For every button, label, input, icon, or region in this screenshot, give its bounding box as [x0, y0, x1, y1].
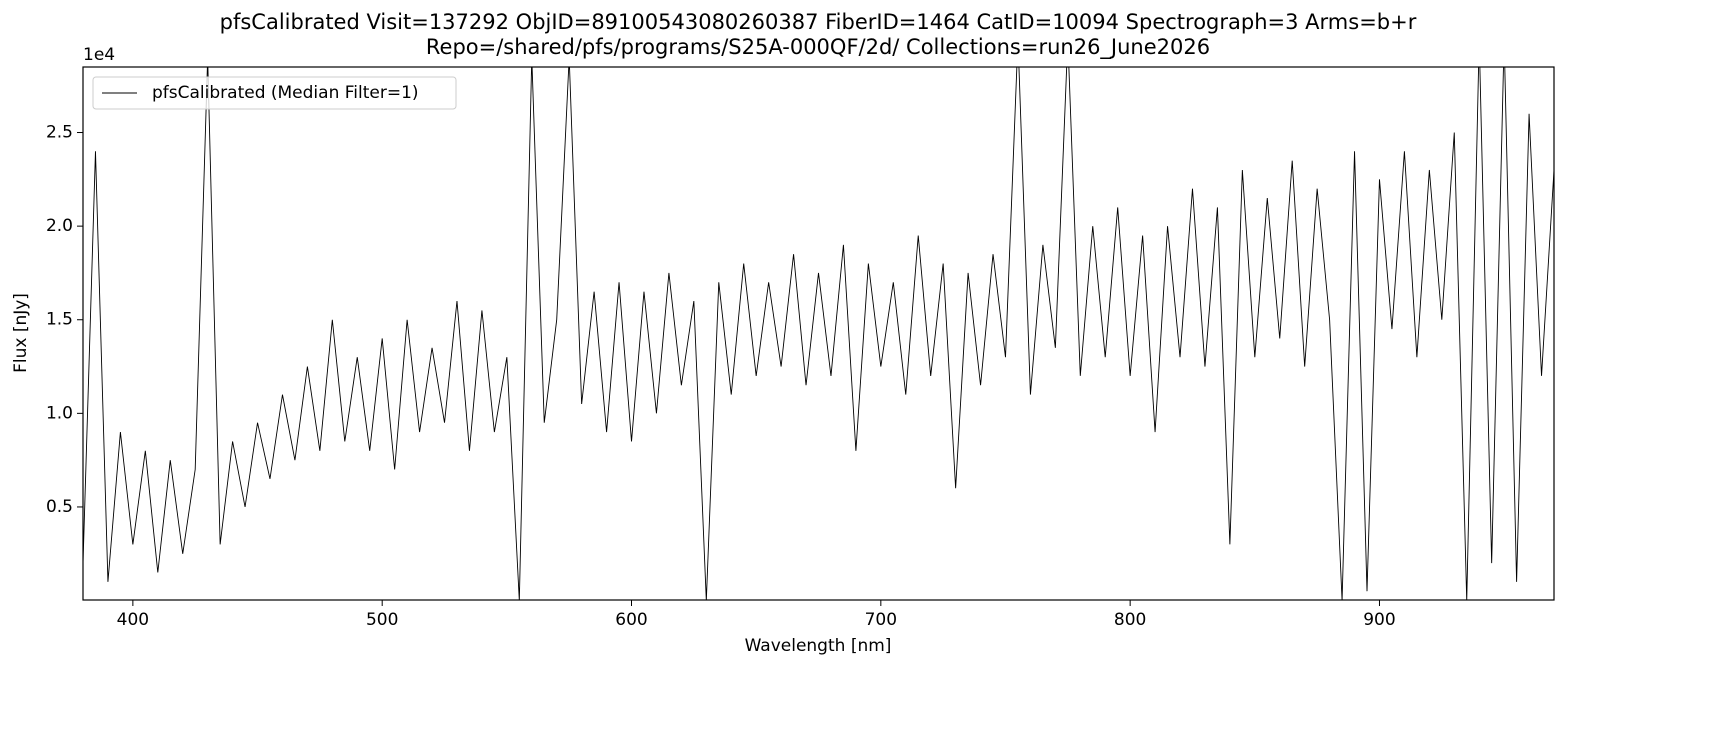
- legend: pfsCalibrated (Median Filter=1): [92, 76, 457, 110]
- x-tick-label: 700: [865, 610, 897, 630]
- plot-frame: [82, 66, 1555, 601]
- chart-title: pfsCalibrated Visit=137292 ObjID=8910054…: [220, 10, 1417, 34]
- y-tick-label: 2.0: [46, 216, 73, 236]
- x-tick-label: 500: [366, 610, 398, 630]
- plot-area: [83, 67, 1554, 600]
- legend-label: pfsCalibrated (Median Filter=1): [152, 83, 419, 103]
- x-tick-label: 800: [1114, 610, 1146, 630]
- spectrum-line: [83, 67, 1554, 600]
- legend-box: [92, 76, 457, 110]
- y-tick-label: 2.5: [46, 123, 73, 143]
- x-tick-label: 900: [1363, 610, 1395, 630]
- y-tick-label: 0.5: [46, 497, 73, 517]
- x-tick-label: 600: [615, 610, 647, 630]
- y-tick-label: 1.5: [46, 310, 73, 330]
- y-tick-label: 1.0: [46, 403, 73, 423]
- y-offset-label: 1e4: [83, 45, 115, 65]
- x-tick-label: 400: [117, 610, 149, 630]
- chart-subtitle: Repo=/shared/pfs/programs/S25A-000QF/2d/…: [426, 35, 1210, 60]
- x-axis-label: Wavelength [nm]: [745, 636, 892, 656]
- y-axis-label: Flux [nJy]: [11, 293, 31, 373]
